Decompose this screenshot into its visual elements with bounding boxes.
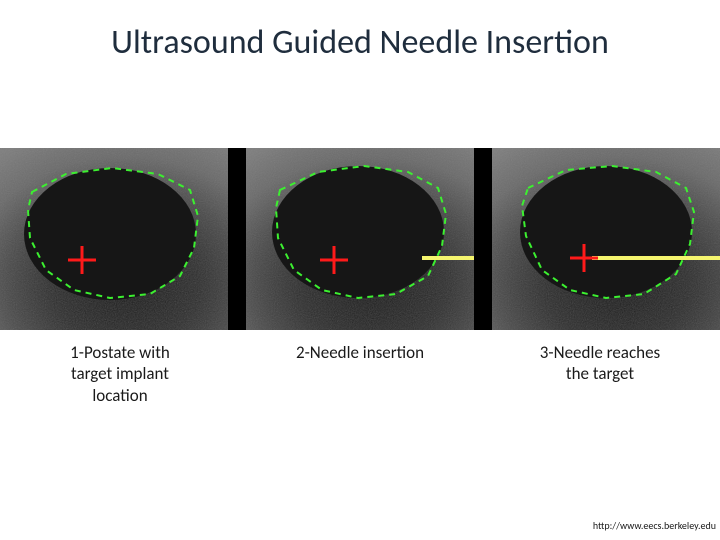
panels-row [0,148,720,330]
panel-3 [492,148,720,330]
ultrasound-image-1 [0,148,228,330]
caption-3: 3-Needle reaches the target [480,342,720,406]
caption-1: 1-Postate with target implant location [0,342,240,406]
panel-2 [246,148,474,330]
caption-2: 2-Needle insertion [240,342,480,406]
slide-title: Ultrasound Guided Needle Insertion [0,22,720,63]
panel-1 [0,148,228,330]
captions-row: 1-Postate with target implant location 2… [0,342,720,406]
ultrasound-image-3 [492,148,720,330]
ultrasound-image-2 [246,148,474,330]
source-footer: http://www.eecs.berkeley.edu [593,519,716,532]
